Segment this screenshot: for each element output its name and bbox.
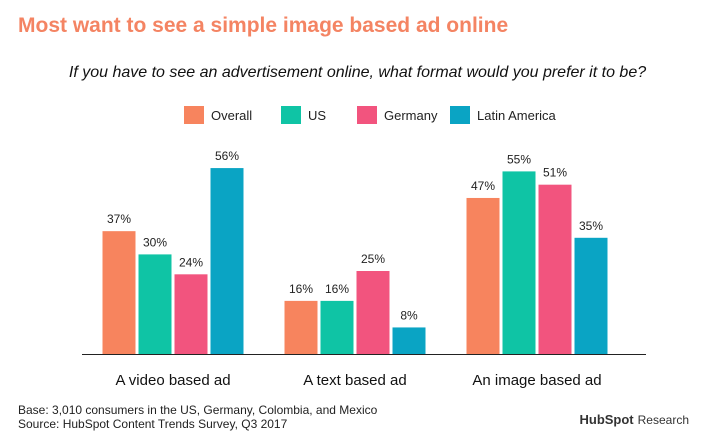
legend-swatch-overall [184, 106, 204, 124]
base-note: Base: 3,010 consumers in the US, Germany… [18, 403, 378, 417]
brand-name: HubSpot [579, 412, 634, 427]
chart-title: If you have to see an advertisement onli… [68, 64, 647, 81]
bar-overall-1 [102, 231, 136, 354]
legend-swatch-germany [357, 106, 377, 124]
data-label-us-3: 55% [507, 152, 531, 166]
bar-latin-america-3 [574, 237, 608, 354]
bar-overall-3 [466, 197, 500, 354]
bar-germany-3 [538, 184, 572, 354]
data-label-latin-america-1: 56% [215, 149, 239, 163]
legend-item-latin-america: Latin America [450, 105, 556, 125]
data-label-overall-2: 16% [289, 282, 313, 296]
legend-label-us: US [308, 107, 327, 123]
data-label-germany-3: 51% [543, 166, 567, 180]
category-label-3: An image based ad [472, 372, 601, 389]
headline: Most want to see a simple image based ad… [18, 14, 509, 37]
bar-germany-2 [356, 271, 390, 354]
data-label-latin-america-2: 8% [400, 308, 418, 322]
source-note: Source: HubSpot Content Trends Survey, Q… [18, 417, 288, 431]
bar-us-1 [138, 254, 172, 354]
legend-label-latin-america: Latin America [477, 107, 556, 123]
bar-overall-2 [284, 300, 318, 354]
bar-us-2 [320, 300, 354, 354]
legend-swatch-latin-america [450, 106, 470, 124]
data-label-germany-2: 25% [361, 252, 385, 266]
data-label-germany-1: 24% [179, 255, 203, 269]
brand-logo: HubSpot Research [579, 412, 689, 427]
legend-item-us: US [281, 105, 326, 125]
category-label-1: A video based ad [115, 372, 230, 389]
legend-label-overall: Overall [211, 107, 253, 123]
legend-item-germany: Germany [357, 105, 437, 125]
data-label-us-2: 16% [325, 282, 349, 296]
data-label-overall-3: 47% [471, 179, 495, 193]
bar-germany-1 [174, 274, 208, 354]
legend-label-germany: Germany [384, 107, 438, 123]
data-label-latin-america-3: 35% [579, 219, 603, 233]
bar-latin-america-2 [392, 327, 426, 354]
brand-sub: Research [637, 413, 689, 427]
category-label-2: A text based ad [303, 372, 406, 389]
legend-swatch-us [281, 106, 301, 124]
bar-us-3 [502, 171, 536, 354]
chart-footer: Base: 3,010 consumers in the US, Germany… [18, 403, 377, 431]
data-label-us-1: 30% [143, 235, 167, 249]
legend-item-overall: Overall [184, 105, 252, 125]
bar-latin-america-1 [210, 168, 244, 354]
data-label-overall-1: 37% [107, 212, 131, 226]
chart-legend: Overall US Germany Latin America [0, 105, 715, 125]
